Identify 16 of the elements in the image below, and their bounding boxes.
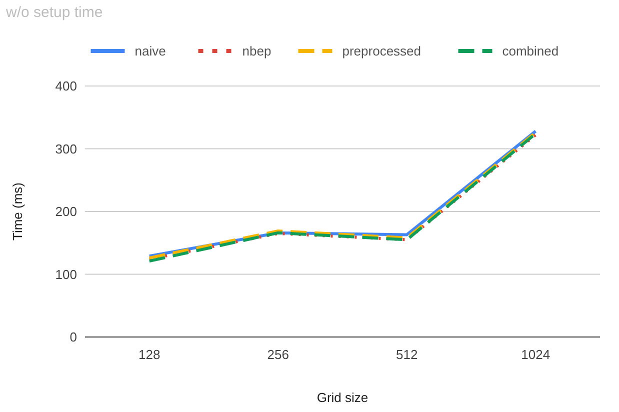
y-tick-label: 400	[55, 78, 77, 94]
legend-label: preprocessed	[342, 44, 422, 59]
x-tick-label: 128	[138, 347, 160, 362]
x-tick-label: 1024	[521, 347, 550, 362]
chart-title: w/o setup time	[5, 4, 103, 21]
y-tick-label: 300	[55, 141, 77, 156]
y-tick-label: 200	[55, 204, 77, 220]
legend-label: combined	[502, 44, 559, 59]
x-tick-label: 512	[396, 347, 418, 362]
y-tick-label: 100	[55, 266, 77, 282]
y-axis-title: Time (ms)	[10, 182, 25, 241]
y-tick-label: 0	[70, 330, 77, 345]
x-tick-label: 256	[267, 347, 289, 362]
legend-label: nbep	[242, 44, 272, 59]
x-axis-title: Grid size	[316, 390, 368, 405]
legend-label: naive	[134, 44, 166, 59]
